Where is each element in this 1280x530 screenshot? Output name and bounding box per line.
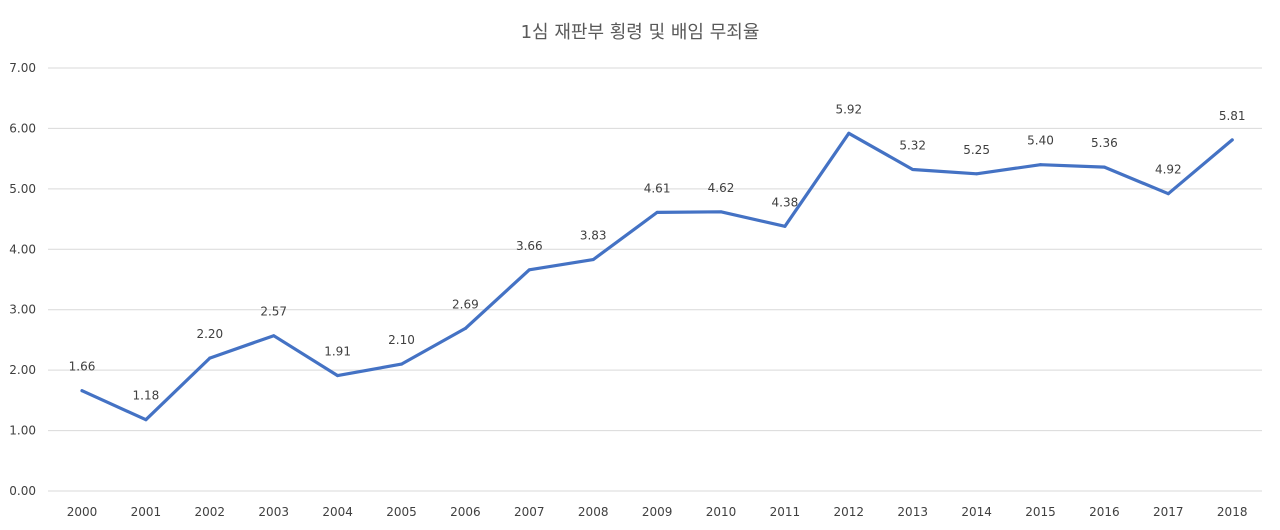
x-tick-label: 2009 <box>642 505 673 519</box>
x-tick-label: 2016 <box>1089 505 1120 519</box>
x-tick-label: 2011 <box>770 505 801 519</box>
y-tick-label: 2.00 <box>9 363 36 377</box>
y-tick-label: 1.00 <box>9 424 36 438</box>
data-label: 1.18 <box>133 389 160 403</box>
x-tick-label: 2010 <box>706 505 737 519</box>
data-point <box>272 334 276 338</box>
x-tick-label: 2008 <box>578 505 609 519</box>
data-label: 5.32 <box>899 139 926 153</box>
y-tick-label: 3.00 <box>9 303 36 317</box>
data-label: 5.92 <box>835 102 862 116</box>
data-label: 5.40 <box>1027 134 1054 148</box>
data-label: 2.20 <box>196 327 223 341</box>
data-point <box>655 210 659 214</box>
data-label: 4.38 <box>772 195 799 209</box>
x-tick-label: 2005 <box>386 505 417 519</box>
data-label: 3.66 <box>516 239 543 253</box>
data-label: 4.61 <box>644 181 671 195</box>
x-tick-label: 2012 <box>834 505 865 519</box>
x-tick-label: 2014 <box>961 505 992 519</box>
y-tick-label: 6.00 <box>9 121 36 135</box>
x-tick-label: 2007 <box>514 505 545 519</box>
series-group <box>80 131 1234 422</box>
data-point <box>80 389 84 393</box>
data-point <box>911 168 915 172</box>
y-axis-tick-labels: 0.00 1.00 2.00 3.00 4.00 5.00 6.00 7.00 <box>9 61 36 498</box>
x-tick-label: 2003 <box>258 505 289 519</box>
data-label: 5.25 <box>963 143 990 157</box>
series-line <box>80 131 1234 422</box>
data-labels: 1.66 1.18 2.20 2.57 1.91 2.10 2.69 3.66 3.83 4.61… <box>69 102 1246 402</box>
data-point <box>527 268 531 272</box>
y-tick-label: 0.00 <box>9 484 36 498</box>
data-point <box>1166 192 1170 196</box>
data-point <box>144 418 148 422</box>
data-point <box>591 258 595 262</box>
x-axis-tick-labels: 2000 2001 2002 2003 2004 2005 2006 2007 2008 2009… <box>67 505 1248 519</box>
data-point <box>783 224 787 228</box>
data-label: 4.62 <box>708 181 735 195</box>
data-label: 5.36 <box>1091 136 1118 150</box>
data-label: 1.91 <box>324 345 351 359</box>
x-tick-label: 2017 <box>1153 505 1184 519</box>
data-point <box>1230 138 1234 142</box>
x-tick-label: 2000 <box>67 505 98 519</box>
data-point <box>847 131 851 135</box>
data-point <box>208 356 212 360</box>
data-point <box>1039 163 1042 167</box>
y-tick-label: 5.00 <box>9 182 36 196</box>
data-point <box>975 172 979 176</box>
x-tick-label: 2004 <box>322 505 353 519</box>
y-tick-label: 4.00 <box>9 242 36 256</box>
chart-title: 1심 재판부 횡령 및 배임 무죄율 <box>521 22 760 43</box>
data-label: 3.83 <box>580 229 607 243</box>
x-tick-label: 2015 <box>1025 505 1056 519</box>
x-tick-label: 2018 <box>1217 505 1248 519</box>
data-point <box>400 362 403 366</box>
data-label: 1.66 <box>69 360 96 374</box>
data-label: 4.92 <box>1155 163 1182 177</box>
data-point <box>336 374 340 378</box>
data-label: 2.57 <box>260 305 287 319</box>
x-tick-label: 2001 <box>131 505 162 519</box>
data-point <box>463 326 467 330</box>
data-label: 5.81 <box>1219 109 1246 123</box>
data-point <box>719 210 723 214</box>
x-tick-label: 2006 <box>450 505 481 519</box>
x-tick-label: 2002 <box>195 505 226 519</box>
data-label: 2.69 <box>452 297 479 311</box>
data-label: 2.10 <box>388 333 415 347</box>
y-tick-label: 7.00 <box>9 61 36 75</box>
data-point <box>1102 165 1106 169</box>
gridlines <box>48 67 1262 492</box>
x-tick-label: 2013 <box>897 505 928 519</box>
